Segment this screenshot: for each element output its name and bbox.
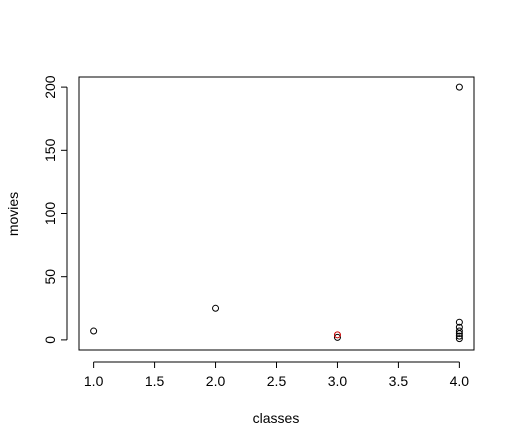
x-tick-label: 3.0	[328, 373, 348, 389]
data-points	[90, 83, 463, 343]
y-axis: 0 50 100 150 200	[42, 75, 68, 344]
x-tick-label: 3.5	[389, 373, 409, 389]
data-point	[455, 83, 463, 91]
data-point	[333, 331, 341, 339]
data-point	[455, 335, 463, 343]
data-point	[455, 318, 463, 326]
x-tick-label: 2.5	[267, 373, 287, 389]
x-axis-label: classes	[253, 410, 300, 426]
data-point	[455, 332, 463, 340]
data-point	[90, 327, 98, 335]
y-axis-label: movies	[5, 192, 21, 236]
y-tick-label: 200	[42, 75, 58, 99]
x-tick-label: 1.0	[84, 373, 104, 389]
data-point	[333, 333, 341, 341]
y-tick-label: 50	[42, 269, 58, 285]
data-point	[212, 304, 220, 312]
x-axis: 1.0 1.5 2.0 2.5 3.0 3.5 4.0	[84, 361, 470, 389]
y-tick-label: 100	[42, 202, 58, 226]
x-tick-label: 2.0	[206, 373, 226, 389]
x-tick-label: 4.0	[450, 373, 470, 389]
plot-frame	[78, 76, 475, 351]
y-tick-label: 0	[42, 336, 58, 344]
x-tick-label: 1.5	[145, 373, 165, 389]
y-tick-label: 150	[42, 138, 58, 162]
data-point	[455, 327, 463, 335]
data-point	[455, 330, 463, 338]
